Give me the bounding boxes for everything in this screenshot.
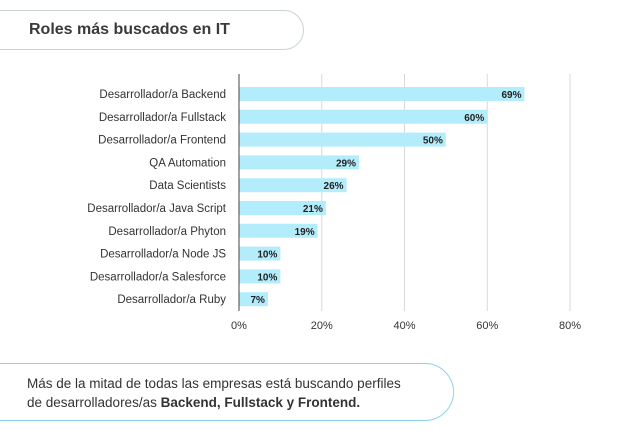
value-label: 19% (295, 227, 315, 238)
value-label: 7% (251, 295, 266, 306)
category-label: Data Scientists (149, 180, 226, 192)
category-label: Desarrollador/a Fullstack (99, 112, 226, 124)
category-label: Desarrollador/a Backend (99, 89, 226, 101)
bar (239, 178, 347, 193)
footer-line-2-bold: Backend, Fullstack y Frontend. (160, 395, 361, 410)
bar (239, 246, 281, 261)
bar (239, 269, 281, 284)
footer-pill: Más de la mitad de todas las empresas es… (0, 363, 454, 421)
bar (239, 109, 488, 124)
bar (239, 201, 326, 215)
category-label: Desarrollador/a Salesforce (90, 271, 226, 283)
footer-text: Más de la mitad de todas las empresas es… (27, 374, 437, 412)
value-label: 50% (423, 136, 443, 147)
footer-line-2-prefix: de desarrolladores/as (27, 395, 161, 410)
value-label: 29% (336, 158, 356, 169)
category-label: QA Automation (149, 157, 226, 169)
category-label: Desarrollador/a Frontend (98, 135, 226, 147)
value-label: 10% (257, 272, 277, 283)
bar (239, 292, 268, 307)
x-tick-label: 60% (476, 320, 498, 332)
title-pill: Roles más buscados en IT (0, 10, 304, 50)
value-label: 60% (464, 113, 484, 124)
value-label: 26% (324, 181, 344, 192)
x-tick-label: 40% (393, 320, 415, 332)
x-tick-label: 0% (231, 320, 247, 332)
x-tick-label: 20% (311, 320, 333, 332)
x-tick-label: 80% (559, 320, 581, 332)
footer-line-1: Más de la mitad de todas las empresas es… (27, 376, 401, 391)
value-label: 21% (303, 204, 323, 215)
bar (239, 87, 525, 101)
category-label: Desarrollador/a Java Script (87, 203, 227, 215)
bar (239, 223, 318, 238)
value-label: 69% (501, 90, 521, 101)
bar (239, 155, 359, 170)
page-title: Roles más buscados en IT (29, 21, 230, 38)
bar (239, 132, 446, 147)
category-label: Desarrollador/a Ruby (117, 294, 226, 306)
category-label: Desarrollador/a Node JS (100, 249, 226, 261)
value-label: 10% (257, 250, 277, 261)
category-label: Desarrollador/a Phyton (108, 226, 226, 238)
